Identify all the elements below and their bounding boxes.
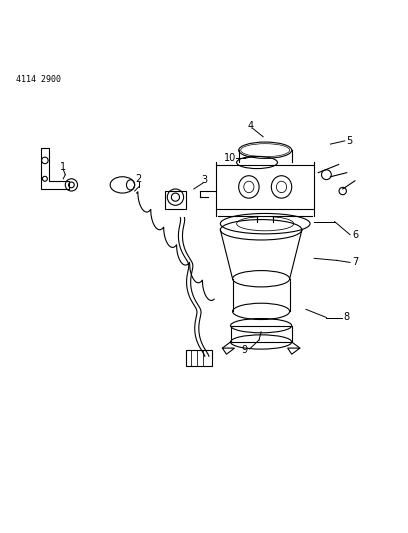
Bar [186,350,212,367]
Text: 4114 2900: 4114 2900 [16,75,61,84]
Bar [165,191,186,209]
Bar [216,165,314,209]
Text: 6: 6 [352,230,358,240]
Text: 10: 10 [224,154,237,164]
Text: 5: 5 [346,136,352,146]
Text: 1: 1 [60,161,67,172]
Polygon shape [41,148,69,189]
Text: 8: 8 [344,312,350,322]
Text: 3: 3 [201,175,207,185]
Text: 2: 2 [135,174,142,184]
Text: 4: 4 [248,121,254,131]
Bar [231,326,292,342]
Text: 9: 9 [242,345,248,355]
Text: 7: 7 [352,257,358,268]
